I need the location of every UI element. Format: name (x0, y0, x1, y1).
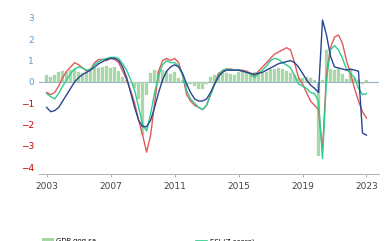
Bar (149, 73, 152, 82)
Bar (293, 75, 296, 82)
Bar (125, 80, 128, 82)
Bar (141, 82, 144, 135)
Bar (321, 80, 324, 82)
Bar (213, 75, 216, 82)
Bar (177, 78, 180, 82)
Bar (93, 68, 96, 82)
Bar (265, 72, 268, 82)
Bar (173, 72, 176, 82)
Bar (209, 77, 212, 82)
Bar (309, 78, 312, 82)
Bar (353, 78, 356, 82)
Bar (217, 74, 220, 82)
Bar (53, 75, 56, 82)
Bar (281, 69, 284, 82)
Bar (289, 73, 292, 82)
Bar (153, 70, 156, 82)
Bar (245, 72, 248, 82)
Bar (233, 75, 236, 82)
Bar (345, 79, 348, 82)
Bar (161, 70, 164, 82)
Bar (81, 73, 84, 82)
Bar (74, 69, 76, 82)
Bar (249, 73, 252, 82)
Bar (113, 67, 116, 82)
Bar (134, 82, 136, 88)
Bar (185, 82, 188, 87)
Bar (253, 72, 256, 82)
Bar (122, 77, 124, 82)
Bar (349, 70, 352, 82)
Bar (277, 68, 280, 82)
Bar (158, 71, 160, 82)
Bar (229, 74, 232, 82)
Bar (337, 69, 340, 82)
Bar (50, 77, 52, 82)
Bar (241, 71, 244, 82)
Bar (301, 78, 304, 82)
Bar (110, 68, 112, 82)
Bar (329, 69, 332, 82)
Bar (357, 80, 360, 82)
Bar (237, 72, 240, 82)
Bar (305, 77, 308, 82)
Bar (69, 70, 72, 82)
Bar (273, 69, 276, 82)
Bar (261, 73, 264, 82)
Bar (65, 72, 68, 82)
Bar (341, 74, 344, 82)
Bar (137, 82, 140, 99)
Bar (146, 82, 148, 95)
Bar (129, 82, 132, 83)
Bar (317, 82, 320, 156)
Bar (117, 71, 120, 82)
Bar (313, 80, 316, 82)
Bar (205, 82, 208, 84)
Bar (225, 73, 228, 82)
Bar (62, 71, 64, 82)
Bar (257, 72, 260, 82)
Bar (365, 80, 368, 82)
Bar (361, 82, 364, 84)
Bar (165, 71, 168, 82)
Bar (221, 73, 224, 82)
Bar (269, 69, 272, 82)
Bar (101, 67, 104, 82)
Bar (297, 78, 300, 82)
Bar (325, 50, 328, 82)
Bar (182, 80, 184, 82)
Bar (98, 68, 100, 82)
Bar (89, 71, 92, 82)
Bar (57, 72, 60, 82)
Bar (77, 72, 80, 82)
Bar (170, 74, 172, 82)
Bar (285, 71, 288, 82)
Bar (45, 75, 48, 82)
Legend: GDP qoq sa, BLS change in credit demand (Z-score), ESI (Z-score), PMI Manuf. (Z-: GDP qoq sa, BLS change in credit demand … (42, 238, 282, 241)
Bar (105, 66, 108, 82)
Bar (333, 70, 336, 82)
Bar (197, 82, 200, 89)
Bar (194, 82, 196, 86)
Bar (201, 82, 204, 89)
Bar (86, 72, 88, 82)
Bar (189, 82, 192, 84)
